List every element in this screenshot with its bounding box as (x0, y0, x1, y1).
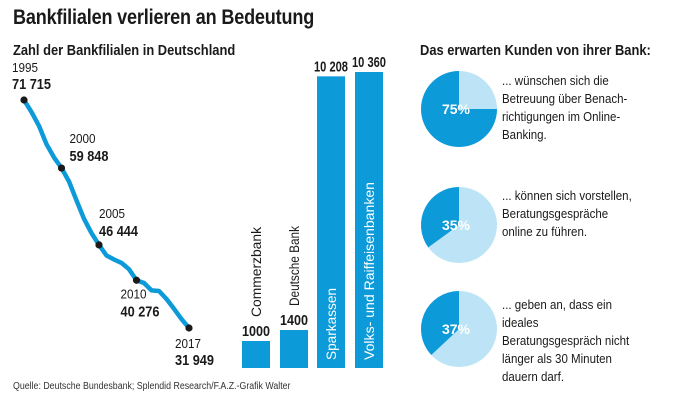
pie-3-slice (421, 291, 459, 356)
pie-text-1: ... wünschen sich die Betreuung über Ben… (502, 74, 628, 142)
bar-2 (280, 330, 308, 368)
year-label-2005: 2005 (99, 206, 125, 221)
branch-count-line (21, 97, 192, 331)
bar-value-2: 1400 (280, 312, 308, 329)
value-label-1995: 71 715 (12, 77, 51, 93)
bar-name-3: Sparkassen (324, 288, 339, 360)
bar-1 (242, 341, 270, 368)
bar-name-4: Volks- und Raiffeisenbanken (362, 182, 377, 360)
point-2010 (132, 276, 141, 284)
bar-3 (317, 76, 345, 368)
point-2017 (185, 324, 193, 332)
bar-value-1: 1000 (242, 323, 270, 340)
pie-2-slice (420, 186, 459, 248)
point-2000 (57, 164, 66, 172)
value-label-2005: 46 444 (99, 224, 138, 240)
pie-text-2: ... können sich vorstellen, Beratungsges… (502, 189, 632, 239)
bar-name-1: Commerzbank (249, 227, 264, 317)
pie-3-label: 37% (442, 321, 471, 337)
value-label-2000: 59 848 (70, 149, 109, 165)
source-note: Quelle: Deutsche Bundesbank; Splendid Re… (13, 381, 291, 392)
line-chart-title: Zahl der Bankfilialen in Deutschland (13, 42, 236, 59)
bar-4 (355, 72, 383, 368)
pie-1-slice (421, 71, 497, 147)
bar-value-4: 10 360 (352, 54, 386, 71)
year-label-2010: 2010 (121, 286, 147, 301)
bar-name-2: Deutsche Bank (287, 226, 302, 306)
point-1995 (20, 96, 28, 104)
year-label-2017: 2017 (175, 336, 201, 351)
pie-1-label: 75% (442, 101, 471, 117)
pie-2-label: 35% (442, 217, 471, 233)
pie-text-3: ... geben an, dass ein ideales Beratungs… (502, 298, 630, 384)
value-label-2017: 31 949 (175, 353, 214, 369)
chart-title: Bankfilialen verlieren an Bedeutung (13, 6, 315, 29)
value-label-2010: 40 276 (121, 304, 160, 320)
year-label-1995: 1995 (12, 60, 38, 75)
pie-section-title: Das erwarten Kunden von ihrer Bank: (420, 42, 651, 59)
point-2005 (95, 241, 103, 249)
bar-value-3: 10 208 (314, 58, 348, 75)
year-label-2000: 2000 (70, 131, 96, 146)
